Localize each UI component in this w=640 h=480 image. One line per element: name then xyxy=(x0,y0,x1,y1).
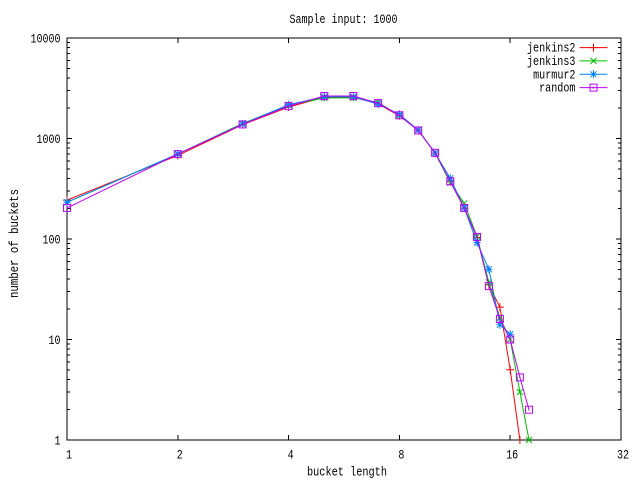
svg-text:8: 8 xyxy=(398,449,404,463)
svg-text:16: 16 xyxy=(506,449,518,463)
svg-text:random: random xyxy=(539,82,575,96)
svg-text:4: 4 xyxy=(288,449,294,463)
svg-text:number of buckets: number of buckets xyxy=(8,189,22,298)
svg-text:2: 2 xyxy=(177,449,183,463)
svg-text:32: 32 xyxy=(617,449,629,463)
svg-text:jenkins3: jenkins3 xyxy=(527,55,576,69)
svg-text:jenkins2: jenkins2 xyxy=(527,42,576,56)
svg-text:1: 1 xyxy=(55,435,61,449)
svg-text:Sample input: 1000: Sample input: 1000 xyxy=(290,13,398,27)
svg-text:1000: 1000 xyxy=(37,133,61,147)
svg-text:1: 1 xyxy=(66,449,72,463)
svg-text:100: 100 xyxy=(43,234,61,248)
svg-text:bucket length: bucket length xyxy=(307,466,387,480)
svg-text:murmur2: murmur2 xyxy=(533,68,575,82)
svg-text:10: 10 xyxy=(49,334,61,348)
svg-text:10000: 10000 xyxy=(31,33,61,47)
